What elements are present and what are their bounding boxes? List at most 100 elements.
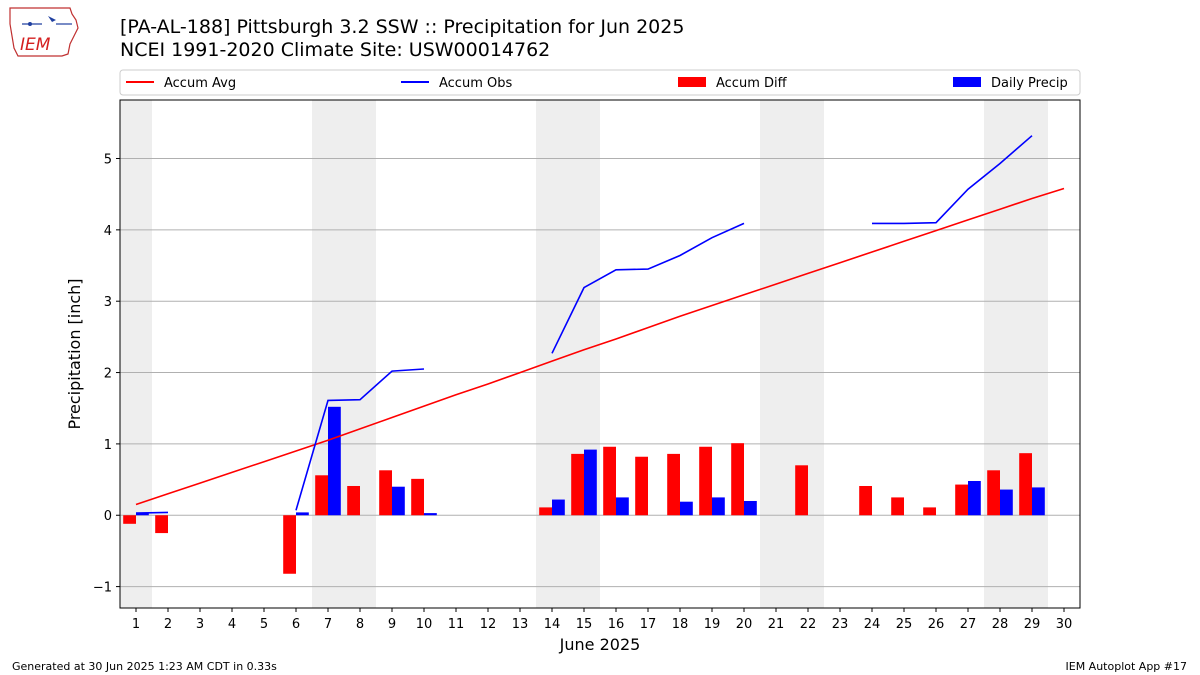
legend-label-accum-avg: Accum Avg — [164, 76, 236, 91]
accum-diff-bar-day-22 — [795, 465, 808, 516]
accum-diff-bar-day-8 — [347, 485, 360, 516]
legend-label-accum-obs: Accum Obs — [439, 76, 512, 91]
x-tick-label-24: 24 — [864, 617, 881, 632]
legend-swatch-daily-precip — [953, 77, 981, 87]
x-tick-label-7: 7 — [324, 617, 332, 632]
accum-diff-bar-day-14 — [539, 507, 552, 516]
daily-precip-bar-day-7 — [328, 406, 341, 516]
accum-diff-bar-day-2 — [155, 515, 168, 534]
accum-diff-bar-day-29 — [1019, 453, 1032, 516]
daily-precip-bar-day-15 — [584, 449, 597, 516]
footer-generated: Generated at 30 Jun 2025 1:23 AM CDT in … — [12, 660, 277, 673]
x-tick-label-5: 5 — [260, 617, 268, 632]
x-tick-label-28: 28 — [992, 617, 1009, 632]
daily-precip-bar-day-6 — [296, 512, 309, 516]
x-tick-label-23: 23 — [832, 617, 849, 632]
accum-obs-line-segment-2 — [551, 222, 745, 354]
weekend-band-day-7 — [312, 100, 344, 608]
y-tick-label--1: −1 — [93, 581, 112, 596]
accum-obs-line-segment-0 — [135, 511, 169, 514]
x-tick-label-11: 11 — [448, 617, 465, 632]
x-tick-label-6: 6 — [292, 617, 300, 632]
daily-precip-bar-day-1 — [136, 513, 149, 516]
plot-frame — [119, 99, 1081, 609]
daily-precip-bar-day-16 — [616, 497, 629, 516]
accum-diff-bar-day-27 — [955, 484, 968, 516]
accum-diff-bar-day-20 — [731, 443, 744, 516]
daily-precip-bar-day-18 — [680, 501, 693, 516]
x-tick-label-17: 17 — [640, 617, 657, 632]
footer-app: IEM Autoplot App #17 — [1065, 660, 1188, 673]
x-tick-label-16: 16 — [608, 617, 625, 632]
x-tick-label-2: 2 — [164, 617, 172, 632]
accum-diff-bar-day-10 — [411, 478, 424, 516]
x-tick-label-12: 12 — [480, 617, 497, 632]
y-axis-label: Precipitation [inch] — [65, 278, 84, 429]
accum-avg-line-segment-0 — [135, 187, 1065, 506]
y-tick-label-5: 5 — [104, 153, 112, 168]
accum-diff-bar-day-28 — [987, 470, 1000, 516]
x-tick-label-14: 14 — [544, 617, 561, 632]
accum-diff-bar-day-9 — [379, 470, 392, 516]
x-tick-label-4: 4 — [228, 617, 236, 632]
accum-diff-bar-day-18 — [667, 453, 680, 516]
accum-diff-bar-day-15 — [571, 453, 584, 516]
legend-swatch-accum-diff — [678, 77, 706, 87]
weekend-band-day-28 — [984, 100, 1016, 608]
x-axis-label: June 2025 — [559, 635, 641, 654]
x-tick-label-1: 1 — [132, 617, 140, 632]
x-tick-label-27: 27 — [960, 617, 977, 632]
daily-precip-bar-day-28 — [1000, 489, 1013, 516]
daily-precip-bar-day-10 — [424, 513, 437, 516]
weekend-band-day-8 — [344, 100, 376, 608]
weekend-band-day-29 — [1016, 100, 1048, 608]
accum-diff-bar-day-7 — [315, 475, 328, 516]
weekend-band-day-22 — [792, 100, 824, 608]
y-tick-label-1: 1 — [104, 438, 112, 453]
x-tick-label-20: 20 — [736, 617, 753, 632]
daily-precip-bar-day-20 — [744, 500, 757, 516]
accum-diff-bar-day-1 — [123, 515, 136, 524]
x-tick-label-10: 10 — [416, 617, 433, 632]
legend-label-accum-diff: Accum Diff — [716, 76, 788, 91]
x-tick-label-29: 29 — [1024, 617, 1041, 632]
x-tick-label-9: 9 — [388, 617, 396, 632]
accum-diff-bar-day-24 — [859, 485, 872, 516]
weekend-band-day-1 — [120, 100, 152, 608]
daily-precip-bar-day-9 — [392, 486, 405, 516]
chart-title: [PA-AL-188] Pittsburgh 3.2 SSW :: Precip… — [120, 16, 685, 38]
x-tick-label-25: 25 — [896, 617, 913, 632]
x-tick-label-13: 13 — [512, 617, 529, 632]
accum-obs-line-segment-1 — [295, 368, 425, 511]
x-tick-label-3: 3 — [196, 617, 204, 632]
x-tick-label-15: 15 — [576, 617, 593, 632]
x-tick-label-22: 22 — [800, 617, 817, 632]
x-tick-label-18: 18 — [672, 617, 689, 632]
accum-diff-bar-day-26 — [923, 507, 936, 516]
accum-obs-line-segment-3 — [872, 135, 1033, 225]
accum-diff-bar-day-19 — [699, 446, 712, 516]
daily-precip-bar-day-14 — [552, 499, 565, 516]
legend-label-daily-precip: Daily Precip — [991, 76, 1068, 91]
x-tick-label-26: 26 — [928, 617, 945, 632]
chart-subtitle: NCEI 1991-2020 Climate Site: USW00014762 — [120, 39, 551, 61]
accum-diff-bar-day-16 — [603, 446, 616, 516]
logo-text: IEM — [20, 35, 51, 55]
y-tick-label-4: 4 — [104, 224, 112, 239]
daily-precip-bar-day-29 — [1032, 487, 1045, 516]
iem-logo: IEM — [8, 6, 80, 62]
x-tick-label-19: 19 — [704, 617, 721, 632]
accum-diff-bar-day-6 — [283, 515, 296, 574]
x-tick-label-30: 30 — [1056, 617, 1073, 632]
weekend-band-day-14 — [536, 100, 568, 608]
weekend-band-day-21 — [760, 100, 792, 608]
y-tick-label-0: 0 — [104, 509, 112, 524]
accum-diff-bar-day-17 — [635, 456, 648, 516]
legend-box — [119, 69, 1081, 96]
daily-precip-bar-day-27 — [968, 481, 981, 516]
x-tick-label-8: 8 — [356, 617, 364, 632]
daily-precip-bar-day-19 — [712, 497, 725, 516]
accum-diff-bar-day-25 — [891, 497, 904, 516]
x-tick-label-21: 21 — [768, 617, 785, 632]
